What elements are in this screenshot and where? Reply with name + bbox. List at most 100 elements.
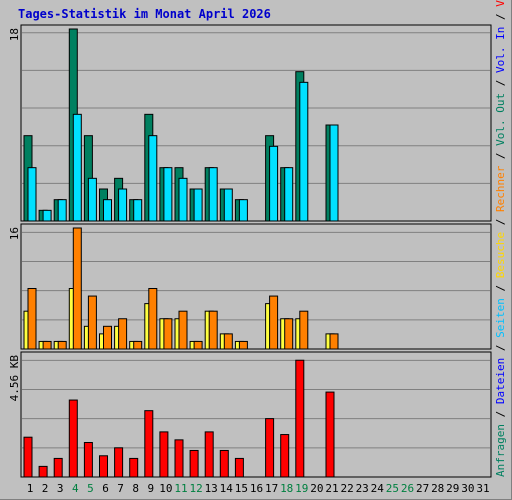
x-tick-day-24: 24 (371, 482, 385, 495)
bar-rechner-day-3 (57, 340, 67, 350)
panel-requests: 18 (8, 24, 492, 222)
bar-seiten-day-6 (103, 199, 112, 222)
bar-rechner-day-8 (133, 340, 143, 350)
x-tick-day-29: 29 (446, 482, 459, 495)
bar-seiten-day-4 (72, 113, 82, 222)
bar-seiten-day-1 (27, 167, 37, 222)
bar-seiten-day-8 (133, 199, 143, 222)
x-tick-day-19: 19 (295, 482, 308, 495)
legend-item-besuche: Besuche (494, 232, 507, 278)
legend-separator: / (494, 338, 507, 358)
bar-seiten-day-11 (178, 177, 188, 222)
bar-volumen-day-2 (38, 465, 48, 478)
bar-rechner-day-7 (118, 318, 128, 350)
legend-item-dateien: Dateien (494, 358, 507, 404)
y-max-label-requests: 18 (8, 28, 21, 41)
bar-seiten-day-19 (299, 81, 309, 222)
bar-volumen-day-11 (174, 439, 184, 478)
chart-panels: 18 16 4.56 KB (8, 24, 492, 478)
x-tick-day-20: 20 (310, 482, 323, 495)
bar-volumen-day-17 (265, 418, 275, 478)
bar-seiten-day-12 (193, 188, 203, 222)
bar-rechner-day-1 (27, 288, 37, 350)
bar-volumen-day-14 (219, 449, 229, 478)
x-tick-day-5: 5 (87, 482, 94, 495)
legend-separator: / (494, 404, 507, 424)
bar-volumen-day-4 (68, 399, 78, 478)
bar-volumen-day-21 (325, 391, 335, 478)
bar-rechner-day-14 (223, 333, 233, 350)
panel-visits-frame (20, 223, 492, 350)
bar-volumen-day-12 (189, 449, 199, 478)
y-max-label-volume: 4.56 KB (8, 355, 21, 402)
bar-rechner-day-15 (238, 340, 248, 350)
x-tick-day-4: 4 (72, 482, 79, 495)
bar-volumen-day-7 (114, 447, 124, 478)
x-tick-day-25: 25 (386, 482, 399, 495)
x-tick-day-1: 1 (27, 482, 34, 495)
legend-item-volumen: Volumen (494, 0, 507, 7)
x-tick-day-11: 11 (174, 482, 187, 495)
legend-separator: / (494, 7, 507, 27)
x-tick-day-17: 17 (265, 482, 278, 495)
x-tick-day-26: 26 (401, 482, 414, 495)
bar-seiten-day-17 (269, 145, 279, 222)
bar-volumen-day-5 (83, 442, 93, 478)
legend-item-seiten: Seiten (494, 298, 507, 338)
x-tick-day-7: 7 (117, 482, 124, 495)
x-tick-day-8: 8 (132, 482, 139, 495)
bar-rechner-day-21 (329, 333, 339, 350)
x-tick-day-28: 28 (431, 482, 444, 495)
bar-volumen-day-9 (144, 410, 154, 478)
bar-rechner-day-12 (193, 340, 203, 350)
bar-volumen-day-13 (204, 431, 214, 478)
bar-seiten-day-21 (329, 124, 339, 222)
x-tick-day-6: 6 (102, 482, 109, 495)
bar-rechner-day-10 (163, 318, 173, 350)
bar-seiten-day-18 (284, 167, 294, 222)
legend: Anfragen / Dateien / Seiten / Besuche / … (494, 0, 507, 477)
bar-seiten-day-5 (87, 177, 97, 222)
bar-volumen-day-1 (23, 436, 33, 478)
bar-seiten-day-2 (42, 209, 52, 222)
x-tick-day-18: 18 (280, 482, 293, 495)
bar-seiten-day-3 (57, 199, 67, 222)
x-tick-day-3: 3 (57, 482, 64, 495)
legend-separator: / (494, 146, 507, 166)
bar-volumen-day-19 (295, 359, 305, 478)
legend-separator: / (494, 73, 507, 93)
x-tick-day-22: 22 (340, 482, 353, 495)
bar-seiten-day-13 (208, 167, 218, 222)
bar-volumen-day-3 (53, 457, 63, 478)
x-tick-day-15: 15 (235, 482, 248, 495)
panel-visits: 16 (8, 223, 492, 350)
bar-volumen-day-18 (280, 434, 290, 478)
x-tick-day-14: 14 (220, 482, 234, 495)
x-tick-day-23: 23 (356, 482, 369, 495)
chart-title: Tages-Statistik im Monat April 2026 (18, 7, 271, 21)
bar-rechner-day-9 (148, 288, 158, 350)
legend-separator: / (494, 278, 507, 298)
bar-volumen-day-8 (129, 457, 139, 478)
bar-volumen-day-15 (234, 457, 244, 478)
bar-rechner-day-4 (72, 227, 82, 350)
legend-separator: / (494, 212, 507, 232)
bar-rechner-day-13 (208, 310, 218, 350)
x-tick-day-27: 27 (416, 482, 429, 495)
bar-volumen-day-6 (99, 455, 108, 478)
legend-item-anfragen: Anfragen (494, 424, 507, 477)
bar-seiten-day-14 (223, 188, 233, 222)
x-tick-day-30: 30 (461, 482, 474, 495)
bar-seiten-day-15 (238, 199, 248, 222)
bar-rechner-day-2 (42, 340, 52, 350)
legend-item-vol-out: Vol. Out (494, 93, 507, 146)
legend-item-rechner: Rechner (494, 165, 507, 212)
x-tick-day-13: 13 (205, 482, 218, 495)
x-tick-day-12: 12 (189, 482, 202, 495)
bar-rechner-day-5 (87, 295, 97, 350)
bar-rechner-day-18 (284, 318, 294, 350)
x-axis-tick-labels: 1 2 3 4 5 6 7 8 9 10 11 12 13 14 15 16 17 18 19 20 21 22 23 24 2… (27, 482, 490, 495)
bar-rechner-day-6 (103, 325, 112, 350)
